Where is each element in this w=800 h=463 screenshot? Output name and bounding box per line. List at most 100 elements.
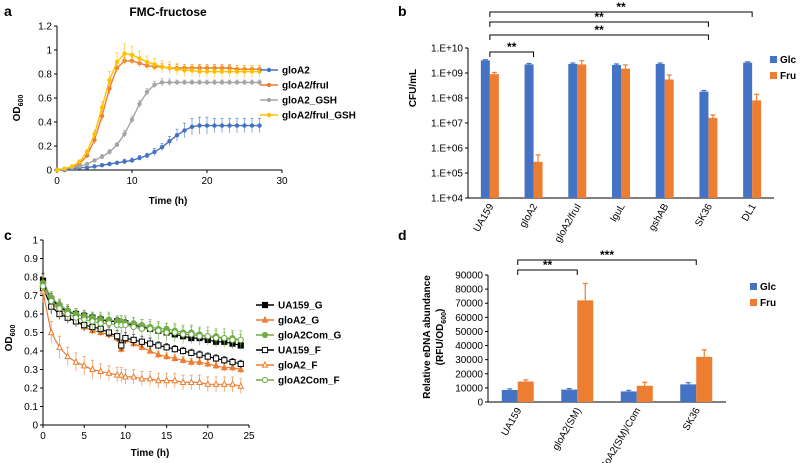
- data-point: [137, 56, 142, 61]
- data-point: [167, 139, 172, 144]
- data-point: [167, 65, 172, 71]
- legend-marker: [266, 97, 272, 103]
- x-tick-label: 20: [202, 431, 214, 442]
- data-point: [84, 149, 90, 155]
- data-point: [234, 69, 240, 74]
- y-tick-label: 1.E+06: [431, 144, 463, 155]
- data-point: [64, 310, 71, 318]
- data-point: [196, 351, 203, 358]
- y-tick-label: 0: [477, 398, 483, 409]
- data-point: [107, 161, 112, 167]
- significance-label: **: [543, 258, 553, 272]
- significance-bracket: [489, 34, 709, 40]
- panel-d-ylabel-line2-sub: 600: [441, 312, 448, 324]
- data-point: [196, 357, 203, 365]
- panel-c-ylabel-sub: 600: [10, 325, 17, 337]
- x-tick-label: 25: [243, 431, 255, 442]
- data-point: [204, 353, 211, 360]
- data-point: [242, 123, 247, 128]
- panel-letter-b: b: [398, 3, 407, 19]
- bar: [696, 356, 713, 402]
- significance-bracket: [517, 269, 578, 275]
- bar: [501, 390, 518, 402]
- data-point: [146, 374, 154, 382]
- data-point: [249, 80, 255, 85]
- data-point: [204, 123, 210, 128]
- bar: [612, 64, 621, 198]
- y-tick-label: 0.9: [24, 254, 38, 265]
- data-point: [171, 354, 179, 361]
- data-point: [174, 80, 180, 85]
- data-point: [81, 316, 88, 323]
- data-point: [221, 357, 228, 364]
- data-point: [242, 80, 247, 85]
- data-point: [171, 346, 178, 353]
- series-line: [56, 81, 260, 171]
- panel-a: FMC-fructose Time (h) OD600 0 0.2 0.4 0.6 0.…: [12, 5, 356, 207]
- data-point: [187, 378, 195, 386]
- data-point: [105, 320, 113, 327]
- bar: [636, 385, 653, 402]
- data-point: [114, 160, 120, 165]
- data-point: [129, 117, 135, 122]
- data-point: [212, 361, 220, 369]
- series-line: [57, 124, 260, 171]
- bar: [568, 63, 578, 198]
- significance-label: **: [616, 0, 626, 14]
- data-point: [130, 323, 137, 331]
- data-point: [257, 80, 262, 85]
- data-point: [117, 370, 125, 378]
- data-point: [138, 325, 145, 332]
- data-point: [242, 69, 247, 74]
- y-tick-label: 0.1: [24, 402, 38, 413]
- legend-label: UA159_F: [278, 346, 321, 357]
- legend-marker: [266, 82, 272, 88]
- y-tick-label: 0.8: [24, 273, 38, 284]
- data-point: [107, 77, 112, 83]
- data-point: [167, 80, 172, 85]
- legend-label: UA159_G: [278, 301, 323, 312]
- x-tick-label: lguL: [609, 202, 628, 224]
- data-point: [163, 344, 170, 351]
- legend-label: gloA2_GSH: [282, 96, 337, 107]
- bar: [524, 64, 534, 199]
- y-tick-label: 0.5: [24, 328, 38, 339]
- x-tick-label: 10: [126, 176, 138, 187]
- panel-c: Time (h) OD600 0 0.1 0.2 0.3 0.4 0.5 0.6 0.7 0.8…: [4, 236, 342, 460]
- data-point: [257, 123, 262, 128]
- data-point: [249, 69, 255, 74]
- data-point: [171, 329, 178, 336]
- y-tick-label: 0: [32, 421, 38, 432]
- y-tick-label: 0.7: [24, 291, 38, 302]
- data-point: [197, 69, 202, 74]
- data-point: [154, 376, 162, 384]
- y-tick-label: 0.3: [24, 365, 38, 376]
- data-point: [189, 68, 195, 73]
- legend-label: gloA2_F: [278, 361, 317, 372]
- bar: [561, 389, 578, 402]
- legend-marker: [261, 376, 269, 384]
- x-tick-label: SK36: [693, 202, 715, 229]
- data-point: [155, 327, 162, 334]
- series-gloA2/fruI: [54, 56, 262, 173]
- legend-marker: [261, 331, 269, 339]
- data-point: [219, 80, 225, 85]
- data-point: [249, 123, 255, 128]
- y-tick-label: 10000: [455, 383, 483, 394]
- bar: [577, 300, 594, 402]
- data-point: [197, 123, 202, 128]
- legend-label: gloA2/fruI_GSH: [282, 111, 356, 122]
- data-point: [92, 164, 97, 169]
- data-point: [122, 51, 127, 56]
- data-point: [163, 329, 170, 336]
- y-tick-label: 0.4: [24, 347, 38, 358]
- data-point: [237, 360, 244, 368]
- bar: [752, 100, 762, 198]
- data-point: [114, 142, 120, 147]
- legend-marker: [261, 315, 269, 323]
- legend-label: gloA2Com_F: [278, 376, 340, 387]
- panel-d: Relative eDNA abundance (RFU/OD600) 0 100…: [422, 248, 777, 463]
- x-tick-label: gloA2/fruI: [553, 202, 584, 245]
- data-point: [229, 363, 236, 371]
- data-point: [147, 340, 154, 347]
